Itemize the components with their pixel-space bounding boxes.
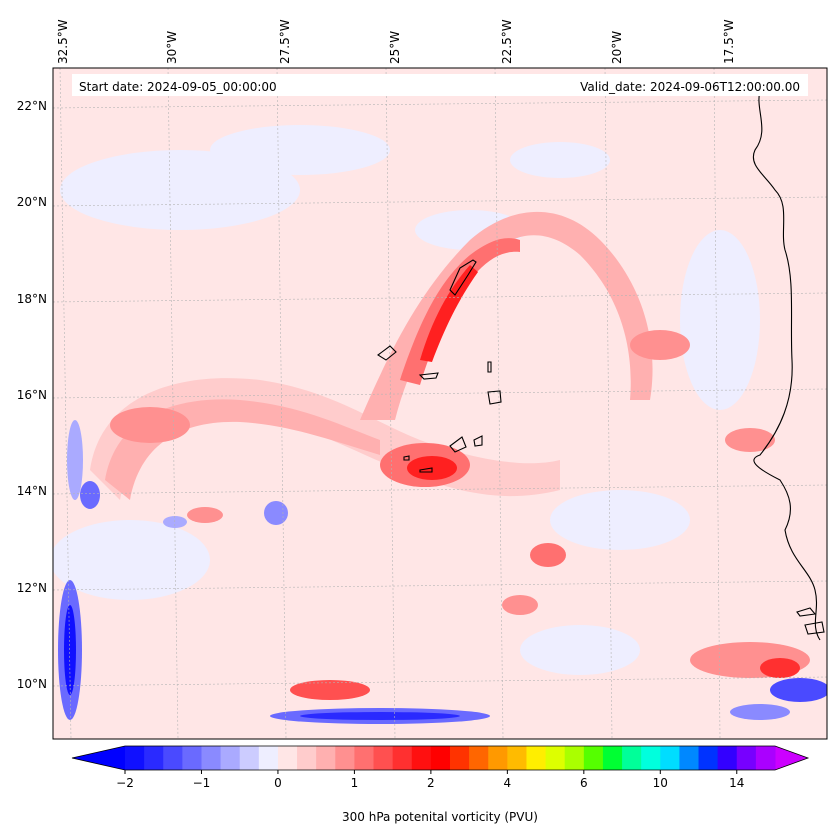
pv-band-max xyxy=(110,407,190,443)
colorbar-tick-label: 1 xyxy=(351,776,359,790)
header-box xyxy=(72,74,808,96)
pv-negative xyxy=(80,481,100,509)
colorbar-swatch xyxy=(469,746,489,770)
pv-low-patch xyxy=(60,150,300,230)
colorbar-tick-label: 2 xyxy=(427,776,435,790)
colorbar-swatch xyxy=(545,746,566,770)
colorbar-swatch xyxy=(698,746,719,770)
colorbar-swatch xyxy=(430,746,451,770)
pv-negative-band-core xyxy=(300,712,460,720)
coastline xyxy=(377,89,825,641)
colorbar-swatch xyxy=(297,746,317,770)
colorbar-title: 300 hPa potenital vorticity (PVU) xyxy=(342,810,538,824)
colorbar-tick-label: 10 xyxy=(653,776,668,790)
lat-label: 10°N xyxy=(17,677,47,691)
lon-label: 27.5°W xyxy=(278,19,292,64)
colorbar-swatch xyxy=(622,746,642,770)
lon-label: 17.5°W xyxy=(722,19,736,64)
lon-label: 22.5°W xyxy=(500,19,514,64)
lat-label: 20°N xyxy=(17,195,47,209)
colorbar-swatch xyxy=(354,746,375,770)
pv-low-patch xyxy=(510,142,610,178)
colorbar-tick-label: 4 xyxy=(504,776,512,790)
start-date: Start date: 2024-09-05_00:00:00 xyxy=(79,80,277,94)
pv-field xyxy=(53,68,827,739)
colorbar-swatch xyxy=(144,746,164,770)
lat-label: 22°N xyxy=(17,99,47,113)
colorbar-swatch xyxy=(258,746,279,770)
pv-cell xyxy=(502,595,538,615)
lat-labels: 22°N 20°N 18°N 16°N 14°N 12°N 10°N xyxy=(17,99,47,691)
colorbar-tick-label: 14 xyxy=(729,776,744,790)
map-frame xyxy=(52,67,828,740)
pv-negative xyxy=(67,420,83,500)
pv-low-patch xyxy=(210,125,390,175)
colorbar-swatch xyxy=(411,746,432,770)
colorbar-swatch xyxy=(125,746,145,770)
lat-label: 14°N xyxy=(17,484,47,498)
colorbar-swatch xyxy=(641,746,661,770)
pv-low-patch xyxy=(520,625,640,675)
graticule xyxy=(53,68,827,739)
colorbar-swatch xyxy=(450,746,470,770)
pv-filament xyxy=(360,211,653,420)
lat-label: 18°N xyxy=(17,292,47,306)
pv-low-patch xyxy=(550,490,690,550)
pv-cell xyxy=(630,330,690,360)
colorbar-swatch xyxy=(392,746,413,770)
lon-labels: 32.5°W 30°W 27.5°W 25°W 22.5°W 20°W 17.5… xyxy=(56,19,736,64)
pv-cell xyxy=(760,658,800,678)
pv-negative-core xyxy=(64,605,76,695)
colorbar-swatch xyxy=(373,746,394,770)
pv-negative xyxy=(730,704,790,720)
colorbar-tick-label: −1 xyxy=(193,776,211,790)
colorbar-tick-label: −2 xyxy=(116,776,134,790)
colorbar-swatch xyxy=(717,746,738,770)
colorbar-swatch xyxy=(488,746,508,770)
colorbar-swatch xyxy=(564,746,585,770)
colorbar: −2 −1 0 1 2 4 6 10 14 xyxy=(71,745,810,790)
colorbar-swatch xyxy=(679,746,700,770)
pv-negative xyxy=(163,516,187,528)
colorbar-swatch xyxy=(507,746,527,770)
colorbar-swatch xyxy=(220,746,241,770)
colorbar-swatch xyxy=(335,746,355,770)
colorbar-swatch xyxy=(201,746,222,770)
colorbar-swatch xyxy=(182,746,202,770)
colorbar-extend-high xyxy=(775,746,808,770)
colorbar-tick-label: 6 xyxy=(580,776,588,790)
colorbar-swatch xyxy=(316,746,336,770)
pv-cell xyxy=(530,543,566,567)
pv-low-patch xyxy=(680,230,760,410)
lat-label: 16°N xyxy=(17,388,47,402)
colorbar-swatch xyxy=(526,746,547,770)
pv-filament-max xyxy=(420,265,478,362)
lon-label: 25°W xyxy=(388,31,402,64)
pv-low-patch xyxy=(53,520,210,600)
pv-cell xyxy=(290,680,370,700)
colorbar-swatch xyxy=(163,746,183,770)
colorbar-swatch xyxy=(602,746,623,770)
colorbar-swatch xyxy=(239,746,260,770)
pv-negative xyxy=(264,501,288,525)
lon-label: 20°W xyxy=(610,31,624,64)
lon-label: 30°W xyxy=(165,31,179,64)
colorbar-swatch xyxy=(277,746,298,770)
colorbar-swatch xyxy=(736,746,757,770)
pv-cell xyxy=(725,428,775,452)
colorbar-swatch xyxy=(583,746,604,770)
lon-label: 32.5°W xyxy=(56,19,70,64)
colorbar-tick-label: 0 xyxy=(274,776,282,790)
colorbar-swatch xyxy=(755,746,776,770)
valid-date: Valid_date: 2024-09-06T12:00:00.00 xyxy=(580,80,800,94)
pv-negative xyxy=(770,678,827,702)
colorbar-swatch xyxy=(660,746,680,770)
colorbar-extend-low xyxy=(72,746,125,770)
lat-label: 12°N xyxy=(17,581,47,595)
pv-cell xyxy=(187,507,223,523)
